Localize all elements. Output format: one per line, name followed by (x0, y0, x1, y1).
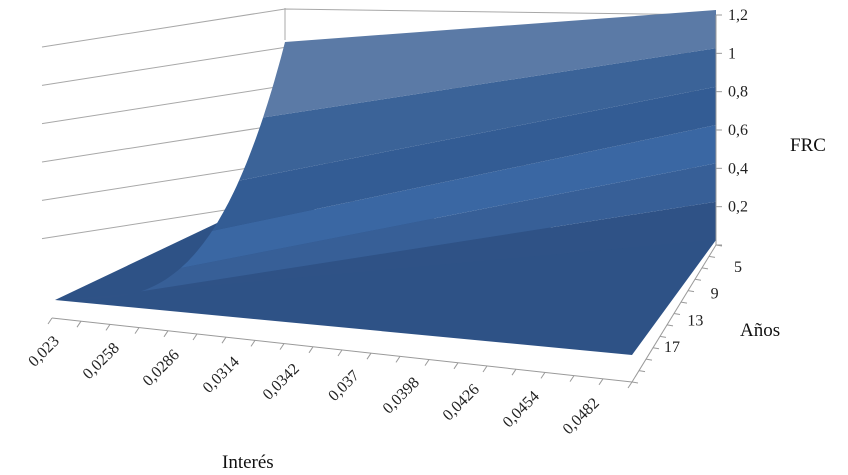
z-tick-label: 0,8 (728, 84, 748, 101)
x-axis-tick (598, 378, 604, 386)
surface-band (239, 48, 716, 181)
y-axis-tick (659, 335, 667, 338)
x-axis-tick (105, 324, 111, 331)
x-axis-tick (134, 327, 140, 334)
x-axis-tick (308, 346, 314, 354)
surface-band (212, 86, 716, 231)
y-axis-tick (694, 278, 702, 281)
z-tick-label: 0,4 (728, 160, 748, 177)
y-axis-tick (673, 313, 681, 315)
axes (47, 14, 723, 389)
x-tick-label: 0,0454 (500, 388, 543, 431)
x-axis-tick (424, 359, 430, 366)
x-tick-labels: 0,023 0,0258 0,0286 0,0314 0,0342 0,037 0,0398… (25, 333, 602, 438)
y-tick-labels: 59 13 17 (664, 259, 742, 356)
y-axis-tick (680, 301, 688, 304)
x-axis-tick (569, 375, 575, 382)
y-axis-tick (687, 290, 695, 293)
y-axis-tick (645, 358, 653, 361)
surface (55, 10, 716, 355)
x-axis-tick (76, 320, 82, 328)
x-axis-tick (482, 365, 488, 373)
y-axis-tick (638, 370, 646, 373)
y-axis-tick (708, 255, 716, 258)
z-tick-labels: 0,2 0,4 0,6 0,8 1 1,2 (728, 7, 748, 216)
y-tick-label: 5 (734, 259, 742, 276)
x-tick-label: 0,0258 (80, 340, 123, 383)
x-tick-label: 0,0342 (260, 360, 303, 403)
y-tick-label: 13 (687, 312, 703, 329)
y-axis-tick (715, 244, 723, 247)
x-axis-tick (163, 330, 169, 338)
x-tick-label: 0,037 (325, 367, 362, 404)
z-tick-label: 0,6 (728, 122, 748, 139)
surface-band (55, 201, 716, 300)
x-axis-tick (453, 362, 459, 370)
x-axis-title: Interés (222, 452, 274, 473)
surface-band (180, 125, 716, 268)
x-axis-tick (47, 317, 53, 325)
x-axis-tick (279, 343, 285, 350)
x-axis-tick (540, 372, 546, 379)
x-axis-tick (511, 368, 517, 376)
x-axis-tick (250, 340, 256, 347)
x-axis-tick (192, 333, 198, 341)
y-tick-label: 17 (664, 339, 680, 356)
z-tick-label: 0,2 (728, 199, 748, 216)
y-axis-title: Años (740, 320, 780, 341)
x-tick-label: 0,0426 (440, 381, 483, 424)
z-tick-label: 1,2 (728, 7, 748, 24)
y-axis-tick (701, 267, 709, 270)
surface-band (263, 10, 716, 118)
y-axis-tick (652, 347, 660, 350)
x-tick-label: 0,023 (25, 333, 62, 370)
x-axis-tick (627, 381, 633, 389)
x-axis-tick (337, 349, 343, 357)
x-axis-tick (221, 336, 227, 344)
x-tick-label: 0,0398 (380, 374, 423, 417)
z-axis-title: FRC (790, 135, 826, 156)
x-axis-tick (395, 356, 401, 363)
x-axis-tick (366, 352, 372, 360)
y-axis-tick (631, 381, 639, 384)
x-tick-label: 0,0286 (140, 347, 183, 390)
surface-band (140, 163, 716, 292)
y-tick-label: 9 (711, 286, 719, 303)
x-tick-label: 0,0482 (560, 395, 603, 438)
z-tick-label: 1 (728, 45, 736, 62)
x-tick-label: 0,0314 (200, 353, 243, 396)
y-axis-tick (666, 324, 674, 327)
